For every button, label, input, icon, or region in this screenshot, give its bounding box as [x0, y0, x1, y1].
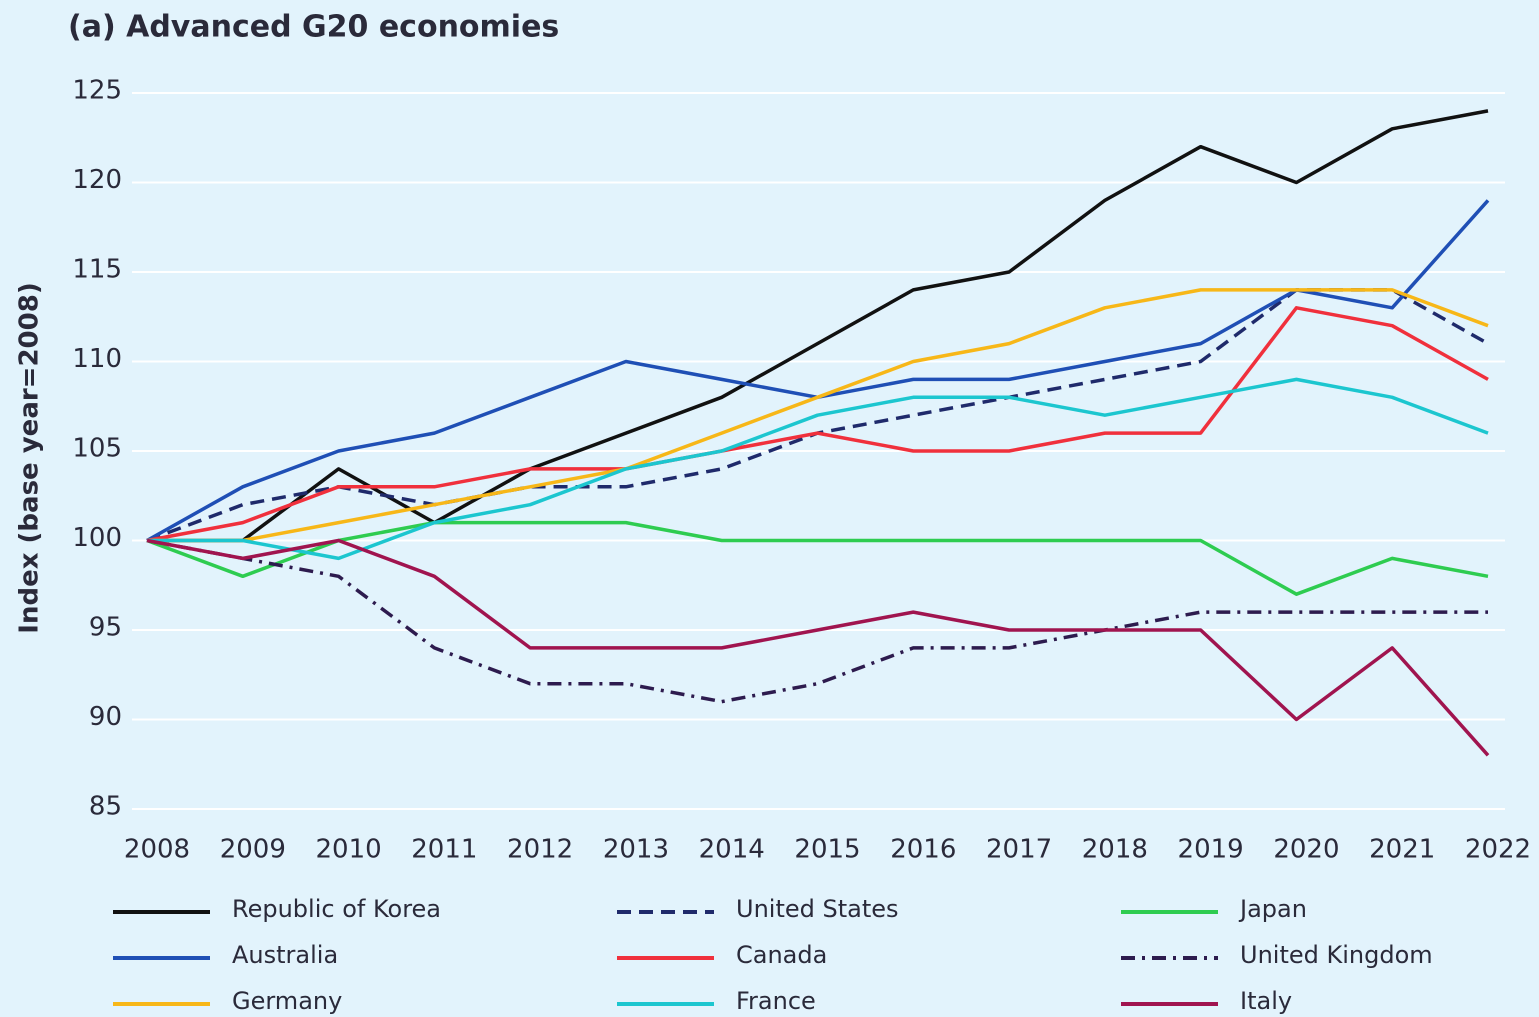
y-tick-label: 105 — [72, 434, 122, 464]
x-tick-label: 2020 — [1273, 835, 1339, 865]
legend-label: Republic of Korea — [232, 895, 441, 923]
x-tick-label: 2021 — [1369, 835, 1435, 865]
series-line — [147, 377, 1489, 561]
y-tick-label: 125 — [72, 76, 122, 106]
y-tick-label: 100 — [72, 523, 122, 553]
y-tick-label: 110 — [72, 344, 122, 374]
x-tick-label: 2010 — [315, 835, 381, 865]
x-tick-label: 2013 — [603, 835, 669, 865]
y-axis-label: Index (base year=2008) — [15, 282, 45, 633]
x-tick-label: 2011 — [411, 835, 477, 865]
legend-label: Canada — [736, 941, 827, 969]
x-tick-label: 2016 — [890, 835, 956, 865]
legend-label: United States — [736, 895, 899, 923]
x-tick-label: 2015 — [794, 835, 860, 865]
x-tick-label: 2008 — [124, 835, 190, 865]
legend-label: United Kingdom — [1240, 941, 1433, 969]
y-tick-label: 90 — [89, 702, 122, 732]
series-line — [147, 288, 1489, 543]
series-line — [146, 306, 1489, 543]
legend-label: Italy — [1240, 987, 1292, 1015]
y-tick-label: 120 — [72, 165, 122, 195]
y-tick-label: 95 — [89, 613, 122, 643]
chart-title: (a) Advanced G20 economies — [68, 10, 559, 45]
series-line — [146, 520, 1489, 596]
x-tick-label: 2018 — [1082, 835, 1148, 865]
legend-label: Germany — [232, 987, 342, 1015]
legend-label: France — [736, 987, 816, 1015]
x-tick-label: 2012 — [507, 835, 573, 865]
legend-label: Japan — [1238, 895, 1307, 923]
x-tick-label: 2009 — [220, 835, 286, 865]
x-tick-label: 2017 — [986, 835, 1052, 865]
x-tick-label: 2022 — [1465, 835, 1531, 865]
x-tick-label: 2019 — [1178, 835, 1244, 865]
y-tick-label: 85 — [89, 792, 122, 822]
x-tick-label: 2014 — [699, 835, 765, 865]
legend-label: Australia — [232, 941, 338, 969]
y-tick-label: 115 — [72, 255, 122, 285]
series-line — [146, 538, 1490, 757]
